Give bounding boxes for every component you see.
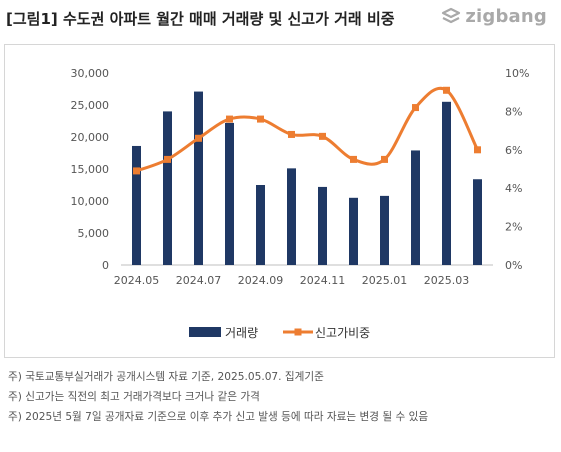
footnote: 주) 국토교통부실거래가 공개시스템 자료 기준, 2025.05.07. 집계… xyxy=(8,371,324,383)
bar xyxy=(163,111,172,266)
legend: 거래량 신고가비중 xyxy=(189,326,370,340)
line-marker xyxy=(474,146,481,154)
line-markers xyxy=(133,86,481,175)
zigbang-logo: zigbang xyxy=(440,6,547,27)
bar xyxy=(194,91,203,265)
line-marker xyxy=(133,167,140,175)
chart-title: [그림1] 수도권 아파트 월간 매매 거래량 및 신고가 거래 비중 xyxy=(6,10,395,28)
y-left-tick-label: 15,000 xyxy=(71,163,110,176)
y-left-tick-label: 30,000 xyxy=(71,67,110,80)
logo-text: zigbang xyxy=(465,6,547,27)
bar xyxy=(318,186,327,265)
y-left-tick-label: 20,000 xyxy=(71,131,110,144)
bar-series xyxy=(132,91,482,266)
bar xyxy=(132,145,141,265)
x-tick-label: 2025.03 xyxy=(424,274,470,287)
bar xyxy=(380,195,389,265)
line-marker xyxy=(288,130,295,138)
x-axis: 2024.05 2024.07 2024.09 2024.11 2025.01 2025.… xyxy=(114,274,470,287)
y-right-tick-label: 8% xyxy=(505,105,522,118)
legend-line-label: 신고가비중 xyxy=(315,326,370,340)
x-tick-label: 2025.01 xyxy=(362,274,408,287)
line-marker xyxy=(381,155,388,163)
chart-area: 0 5,000 10,000 15,000 20,000 25,000 30,000 0% 2… xyxy=(4,44,555,358)
footnote: 주) 2025년 5월 7일 공개자료 기준으로 이후 추가 신고 발생 등에 … xyxy=(8,411,429,423)
y-right-tick-label: 0% xyxy=(505,259,522,272)
legend-bar-swatch xyxy=(189,327,221,337)
x-tick-label: 2024.11 xyxy=(300,274,346,287)
footnote: 주) 신고가는 직전의 최고 거래가격보다 크거나 같은 가격 xyxy=(8,391,260,403)
line-marker xyxy=(226,115,233,123)
line-marker xyxy=(412,104,419,112)
x-tick-label: 2024.07 xyxy=(176,274,222,287)
legend-bar-label: 거래량 xyxy=(225,326,258,340)
bar xyxy=(256,185,265,265)
line-marker xyxy=(350,155,357,163)
line-marker xyxy=(195,134,202,142)
bar xyxy=(411,150,420,265)
legend-line-marker xyxy=(294,328,302,336)
zigbang-logo-icon xyxy=(442,7,461,23)
bar xyxy=(287,168,296,265)
bar xyxy=(349,197,358,265)
bar xyxy=(473,179,482,265)
line-series xyxy=(135,86,479,173)
y-right-tick-label: 2% xyxy=(505,221,522,234)
y-left-tick-label: 10,000 xyxy=(71,195,110,208)
y-left-tick-label: 25,000 xyxy=(71,99,110,112)
y-left-tick-label: 5,000 xyxy=(78,227,110,240)
x-tick-label: 2024.09 xyxy=(238,274,284,287)
y-right-tick-label: 4% xyxy=(505,182,522,195)
bar xyxy=(442,101,451,265)
line-marker xyxy=(164,155,171,163)
line-marker xyxy=(443,86,450,94)
x-tick-label: 2024.05 xyxy=(114,274,160,287)
bar xyxy=(225,122,234,265)
y-left-axis: 0 5,000 10,000 15,000 20,000 25,000 30,000 xyxy=(71,67,110,272)
y-right-tick-label: 6% xyxy=(505,144,522,157)
line-marker xyxy=(319,132,326,140)
footnotes: 주) 국토교통부실거래가 공개시스템 자료 기준, 2025.05.07. 집계… xyxy=(8,367,428,427)
combo-chart: 0 5,000 10,000 15,000 20,000 25,000 30,000 0% 2… xyxy=(71,67,530,340)
y-left-tick-label: 0 xyxy=(102,259,109,272)
line-marker xyxy=(257,115,264,123)
y-right-tick-label: 10% xyxy=(505,67,529,80)
y-right-axis: 0% 2% 4% 6% 8% 10% xyxy=(505,67,529,272)
